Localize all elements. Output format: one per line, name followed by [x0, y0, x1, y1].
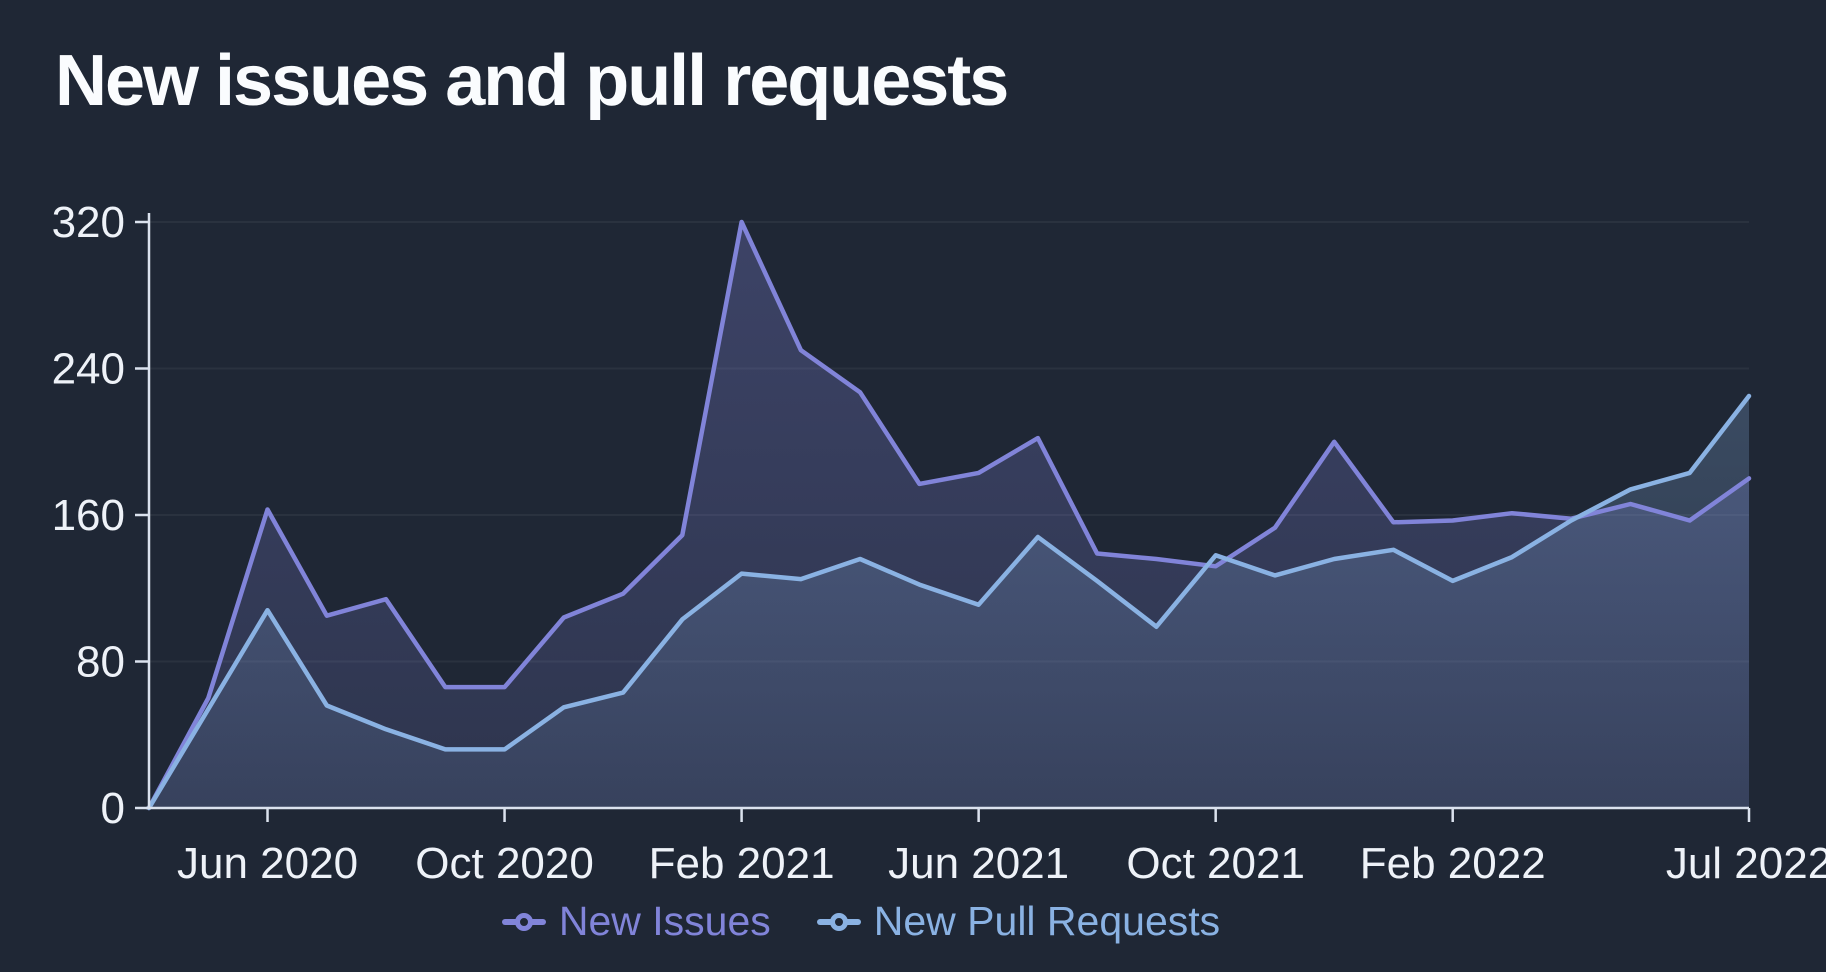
chart-title: New issues and pull requests [55, 41, 1009, 121]
series-line-new-issues [146, 219, 1752, 811]
series-line-new-pull-requests [146, 393, 1752, 811]
x-axis-tick-label: Oct 2021 [1126, 839, 1305, 888]
legend-item-new-issues[interactable]: New Issues [501, 898, 771, 944]
x-axis-tick-label: Feb 2021 [649, 839, 835, 888]
legend-label-new-issues: New Issues [558, 898, 771, 944]
series-area-new-pull-requests [149, 396, 1749, 808]
y-axis-tick-label: 80 [76, 638, 125, 687]
y-axis-tick-label: 0 [101, 784, 125, 833]
y-axis-tick-label: 320 [52, 198, 125, 247]
hollow-circle-icon [829, 912, 848, 931]
x-axis-tick-label: Jun 2021 [888, 839, 1069, 888]
x-axis-tick-label: Jul 2022 [1666, 839, 1826, 888]
x-axis-tick-label: Feb 2022 [1360, 839, 1546, 888]
line-series-icon [501, 912, 546, 931]
hollow-circle-icon [514, 912, 533, 931]
x-axis-tick-label: Oct 2020 [415, 839, 594, 888]
line-series-icon [816, 912, 861, 931]
y-axis-tick-label: 240 [52, 345, 125, 394]
legend-label-new-pull-requests: New Pull Requests [873, 898, 1221, 944]
chart-legend: New Issues New Pull Requests [0, 901, 1774, 942]
legend-item-new-pull-requests[interactable]: New Pull Requests [816, 898, 1221, 944]
y-axis-tick-label: 160 [52, 491, 125, 540]
x-axis-tick-label: Jun 2020 [177, 839, 358, 888]
